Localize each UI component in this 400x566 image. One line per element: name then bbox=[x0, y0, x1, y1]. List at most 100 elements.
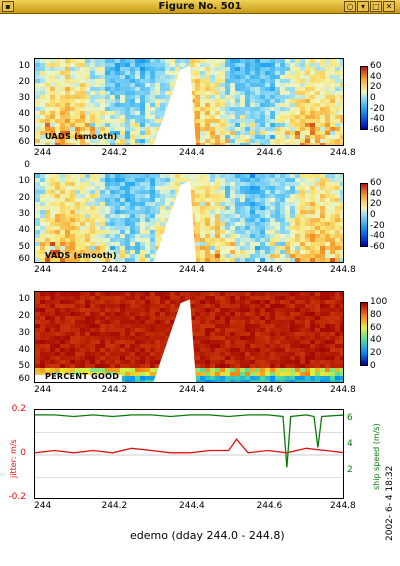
heatmap-cell bbox=[290, 87, 295, 91]
heatmap-cell bbox=[310, 300, 315, 304]
heatmap-cell bbox=[55, 71, 60, 75]
heatmap-cell bbox=[310, 99, 315, 103]
heatmap-cell bbox=[35, 198, 40, 202]
circle-icon[interactable]: ○ bbox=[344, 1, 356, 12]
heatmap-cell bbox=[215, 364, 220, 368]
heatmap-cell bbox=[285, 87, 290, 91]
heatmap-cell bbox=[195, 75, 200, 79]
heatmap-cell bbox=[245, 332, 250, 336]
heatmap-cell bbox=[215, 174, 220, 178]
heatmap-cell bbox=[325, 87, 330, 91]
heatmap-cell bbox=[215, 308, 220, 312]
heatmap-cell bbox=[35, 127, 40, 131]
heatmap-cell bbox=[260, 143, 265, 145]
heatmap-cell bbox=[85, 95, 90, 99]
heatmap-cell bbox=[155, 202, 160, 206]
heatmap-cell bbox=[90, 320, 95, 324]
heatmap-cell bbox=[45, 214, 50, 218]
heatmap-cell bbox=[240, 91, 245, 95]
heatmap-cell bbox=[145, 190, 150, 194]
heatmap-cell bbox=[225, 182, 230, 186]
heatmap-cell bbox=[85, 194, 90, 198]
heatmap-cell bbox=[90, 348, 95, 352]
close-icon[interactable]: ✕ bbox=[383, 1, 395, 12]
heatmap-cell bbox=[340, 210, 343, 214]
heatmap-cell bbox=[155, 316, 160, 320]
heatmap-cell bbox=[240, 210, 245, 214]
heatmap-cell bbox=[60, 99, 65, 103]
heatmap-cell bbox=[310, 312, 315, 316]
heatmap-cell bbox=[100, 304, 105, 308]
heatmap-cell bbox=[120, 376, 125, 380]
heatmap-cell bbox=[245, 103, 250, 107]
heatmap-cell bbox=[60, 340, 65, 344]
heatmap-cell bbox=[195, 198, 200, 202]
heatmap-cell bbox=[135, 75, 140, 79]
heatmap-cell bbox=[85, 214, 90, 218]
heatmap-cell bbox=[195, 210, 200, 214]
heatmap-cell bbox=[300, 79, 305, 83]
heatmap-cell bbox=[130, 380, 135, 382]
heatmap-cell bbox=[65, 356, 70, 360]
heatmap-cell bbox=[100, 312, 105, 316]
heatmap-cell bbox=[315, 218, 320, 222]
heatmap-cell bbox=[285, 262, 290, 263]
heatmap-cell bbox=[125, 226, 130, 230]
heatmap-cell bbox=[210, 218, 215, 222]
heatmap-cell bbox=[130, 348, 135, 352]
heatmap-cell bbox=[170, 296, 175, 300]
heatmap-cell bbox=[230, 222, 235, 226]
heatmap-cell bbox=[195, 103, 200, 107]
heatmap-cell bbox=[325, 186, 330, 190]
heatmap-cell bbox=[150, 234, 155, 238]
heatmap-cell bbox=[60, 127, 65, 131]
heatmap-cell bbox=[200, 242, 205, 246]
heatmap-cell bbox=[45, 206, 50, 210]
heatmap-cell bbox=[335, 344, 340, 348]
maximize-icon[interactable]: □ bbox=[370, 1, 382, 12]
heatmap-cell bbox=[255, 202, 260, 206]
window-titlebar[interactable]: ▪ Figure No. 501 ○ ▾ □ ✕ bbox=[0, 0, 400, 14]
heatmap-cell bbox=[265, 218, 270, 222]
heatmap-cell bbox=[120, 59, 125, 63]
heatmap-cell bbox=[330, 115, 335, 119]
heatmap-cell bbox=[60, 143, 65, 145]
heatmap-cell bbox=[255, 356, 260, 360]
heatmap-cell bbox=[230, 127, 235, 131]
heatmap-cell bbox=[120, 139, 125, 143]
heatmap-cell bbox=[90, 258, 95, 262]
heatmap-cell bbox=[40, 135, 45, 139]
heatmap-cell bbox=[140, 202, 145, 206]
heatmap-cell bbox=[265, 262, 270, 263]
heatmap-cell bbox=[235, 242, 240, 246]
heatmap-cell bbox=[50, 210, 55, 214]
heatmap-cell bbox=[85, 300, 90, 304]
heatmap-cell bbox=[205, 364, 210, 368]
heatmap-cell bbox=[280, 143, 285, 145]
heatmap-cell bbox=[140, 376, 145, 380]
heatmap-cell bbox=[335, 292, 340, 296]
heatmap-cell bbox=[280, 376, 285, 380]
heatmap-cell bbox=[200, 332, 205, 336]
heatmap-cell bbox=[295, 79, 300, 83]
heatmap-cell bbox=[135, 344, 140, 348]
app-menu-icon[interactable]: ▪ bbox=[2, 1, 14, 12]
heatmap-cell bbox=[215, 59, 220, 63]
heatmap-cell bbox=[285, 296, 290, 300]
heatmap-cell bbox=[325, 95, 330, 99]
heatmap-cell bbox=[295, 360, 300, 364]
heatmap-cell bbox=[125, 262, 130, 263]
heatmap-cell bbox=[315, 230, 320, 234]
heatmap-cell bbox=[215, 352, 220, 356]
heatmap-cell bbox=[35, 364, 40, 368]
minimize-icon[interactable]: ▾ bbox=[357, 1, 369, 12]
heatmap-cell bbox=[45, 59, 50, 63]
heatmap-cell bbox=[235, 83, 240, 87]
heatmap-cell bbox=[325, 71, 330, 75]
heatmap-cell bbox=[145, 254, 150, 258]
heatmap-cell bbox=[285, 372, 290, 376]
heatmap-cell bbox=[160, 218, 165, 222]
heatmap-cell bbox=[280, 312, 285, 316]
heatmap-cell bbox=[290, 95, 295, 99]
heatmap-cell bbox=[295, 262, 300, 263]
